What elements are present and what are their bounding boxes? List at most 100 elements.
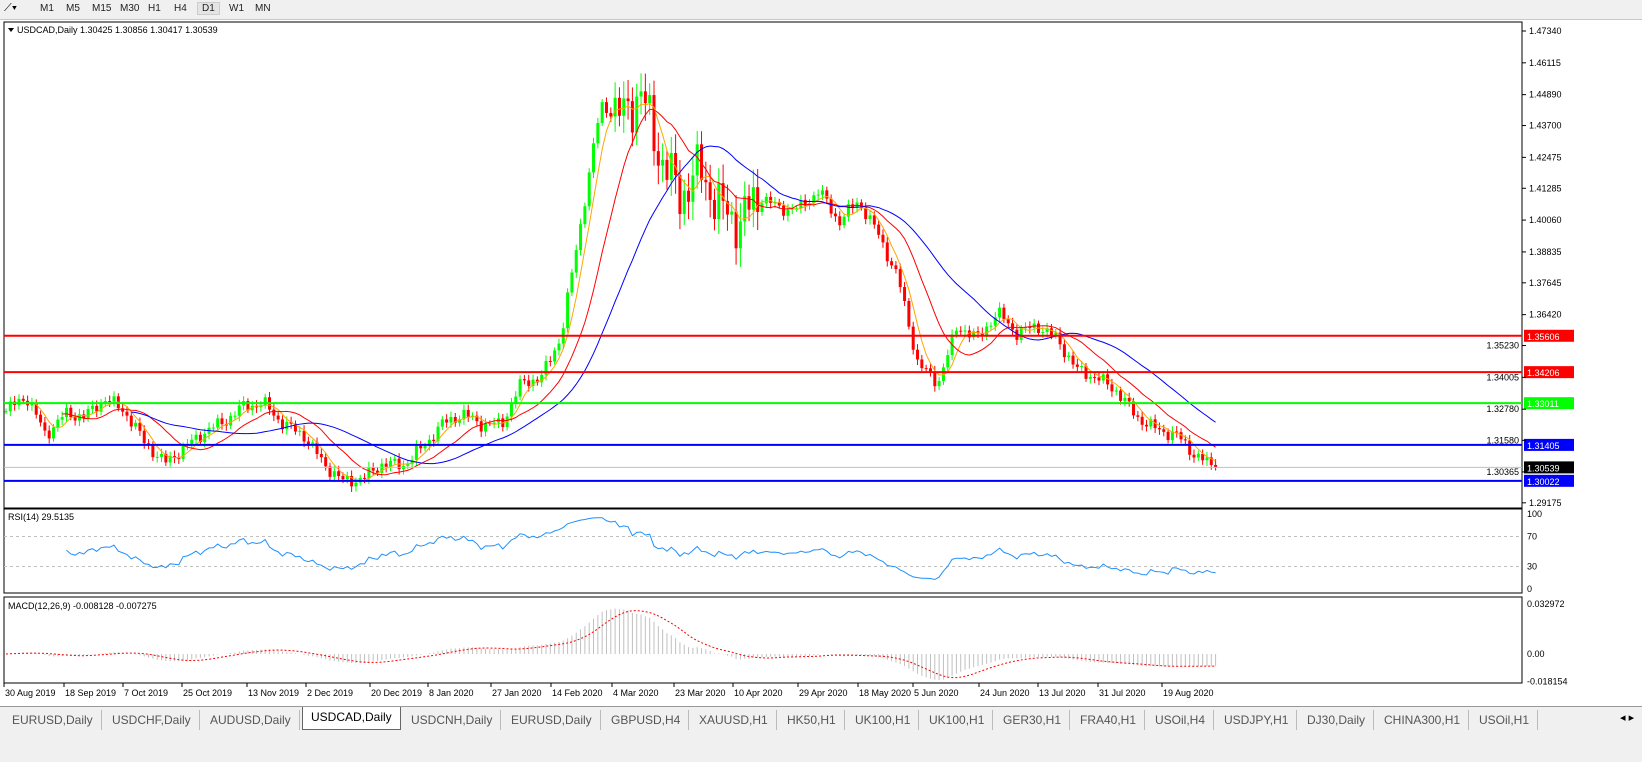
candle-body xyxy=(246,401,250,411)
date-tick-label: 13 Jul 2020 xyxy=(1039,688,1086,698)
rsi-tick-label: 100 xyxy=(1527,509,1542,519)
candle-body xyxy=(203,433,207,443)
candle-body xyxy=(220,418,224,425)
moving-average-line xyxy=(23,103,1216,481)
candle-body xyxy=(1071,355,1075,365)
timeframe-MN[interactable]: MN xyxy=(255,3,271,14)
candle-body xyxy=(527,380,531,387)
candle-body xyxy=(613,97,617,117)
timeframe-M1[interactable]: M1 xyxy=(40,3,54,14)
candle-body xyxy=(574,250,578,273)
timeframe-M5[interactable]: M5 xyxy=(66,3,80,14)
candle-body xyxy=(1196,453,1200,458)
chart-tools-icon[interactable]: ⟋▾ xyxy=(4,2,18,14)
chart-tab[interactable]: XAUUSD,H1 xyxy=(691,710,777,730)
price-tick-label: 1.35230 xyxy=(1486,341,1519,351)
chart-tab[interactable]: CHINA300,H1 xyxy=(1376,710,1470,730)
candle-body xyxy=(82,414,86,419)
date-tick-label: 14 Feb 2020 xyxy=(552,688,603,698)
candle-body xyxy=(695,144,699,176)
candle-body xyxy=(954,330,958,335)
candle-body xyxy=(337,471,341,477)
chart-tab[interactable]: USOil,H1 xyxy=(1471,710,1539,730)
candle-body xyxy=(332,471,336,477)
candle-body xyxy=(967,330,971,338)
candle-body xyxy=(604,102,608,113)
macd-label: MACD(12,26,9) -0.008128 -0.007275 xyxy=(8,601,157,611)
candle-body xyxy=(393,458,397,461)
candle-body xyxy=(812,195,816,204)
timeframe-H4[interactable]: H4 xyxy=(174,3,187,14)
candle-body xyxy=(280,419,284,430)
candle-body xyxy=(933,371,937,387)
chart-tab[interactable]: AUDUSD,Daily xyxy=(202,710,300,730)
date-tick-label: 7 Oct 2019 xyxy=(124,688,168,698)
candle-body xyxy=(1136,415,1140,417)
chart-tab[interactable]: EURUSD,Daily xyxy=(4,710,102,730)
candle-body xyxy=(540,374,544,383)
candle-body xyxy=(1188,440,1192,455)
candle-body xyxy=(1214,464,1218,468)
candle-body xyxy=(371,467,375,471)
candle-body xyxy=(898,269,902,288)
chart-tab[interactable]: GBPUSD,H4 xyxy=(603,710,690,730)
candle-body xyxy=(64,407,68,418)
rsi-tick-label: 0 xyxy=(1527,584,1532,594)
candle-body xyxy=(1058,332,1062,345)
candle-body xyxy=(237,405,241,416)
candle-body xyxy=(535,379,539,383)
candle-body xyxy=(756,187,760,212)
candle-body xyxy=(639,91,643,97)
candle-body xyxy=(52,427,56,439)
candle-body xyxy=(734,211,738,249)
chart-tab[interactable]: USDCHF,Daily xyxy=(104,710,200,730)
timeframe-D1[interactable]: D1 xyxy=(197,2,220,15)
candle-body xyxy=(1110,384,1114,392)
price-level-label: 1.30022 xyxy=(1527,477,1560,487)
current-price-label: 1.30539 xyxy=(1527,463,1560,473)
candle-body xyxy=(194,434,198,440)
candle-body xyxy=(859,202,863,208)
chart-window[interactable]: 1.35606 1.34206 1.33011 1.31405 1.30022 1.305… xyxy=(0,20,1642,706)
candle-body xyxy=(1011,323,1015,330)
date-tick-label: 13 Nov 2019 xyxy=(248,688,299,698)
chart-tab[interactable]: EURUSD,Daily xyxy=(503,710,601,730)
chart-tab[interactable]: GER30,H1 xyxy=(995,710,1071,730)
date-tick-label: 30 Aug 2019 xyxy=(5,688,56,698)
candle-body xyxy=(216,418,220,428)
candle-body xyxy=(86,408,90,419)
chart-tab[interactable]: HK50,H1 xyxy=(779,710,845,730)
chart-tab[interactable]: USOil,H4 xyxy=(1147,710,1215,730)
main-price-panel xyxy=(3,21,1523,509)
candle-body xyxy=(518,379,522,397)
chart-tab[interactable]: UK100,H1 xyxy=(847,710,920,730)
chart-tab[interactable]: UK100,H1 xyxy=(921,710,994,730)
timeframe-H1[interactable]: H1 xyxy=(148,3,161,14)
price-level-label-bg xyxy=(1524,329,1574,342)
chart-tab[interactable]: USDCNH,Daily xyxy=(403,710,502,730)
candle-body xyxy=(1166,431,1170,441)
price-tick-label: 1.36420 xyxy=(1529,310,1562,320)
chart-tab[interactable]: FRA40,H1 xyxy=(1072,710,1146,730)
candle-body xyxy=(514,396,518,404)
scroll-tabs-right-icon[interactable]: ◂ ▸ xyxy=(1620,712,1635,724)
candle-body xyxy=(103,401,107,403)
candle-body xyxy=(108,401,112,403)
candle-body xyxy=(60,417,64,420)
candle-body xyxy=(782,205,786,216)
timeframe-M30[interactable]: M30 xyxy=(120,3,140,14)
candle-body xyxy=(579,224,583,251)
candle-body xyxy=(47,430,51,439)
candle-body xyxy=(980,333,984,336)
candle-body xyxy=(419,445,423,449)
candle-body xyxy=(453,416,457,423)
timeframe-M15[interactable]: M15 xyxy=(92,3,112,14)
timeframe-W1[interactable]: W1 xyxy=(229,3,244,14)
chart-canvas[interactable]: 1.35606 1.34206 1.33011 1.31405 1.30022 1.305… xyxy=(0,20,1642,706)
chart-tab[interactable]: DJ30,Daily xyxy=(1299,710,1375,730)
chart-tab[interactable]: USDJPY,H1 xyxy=(1216,710,1298,730)
chart-tab[interactable]: USDCAD,Daily xyxy=(302,707,401,730)
candle-body xyxy=(795,208,799,210)
candle-body xyxy=(1028,326,1032,328)
candle-body xyxy=(90,405,94,409)
